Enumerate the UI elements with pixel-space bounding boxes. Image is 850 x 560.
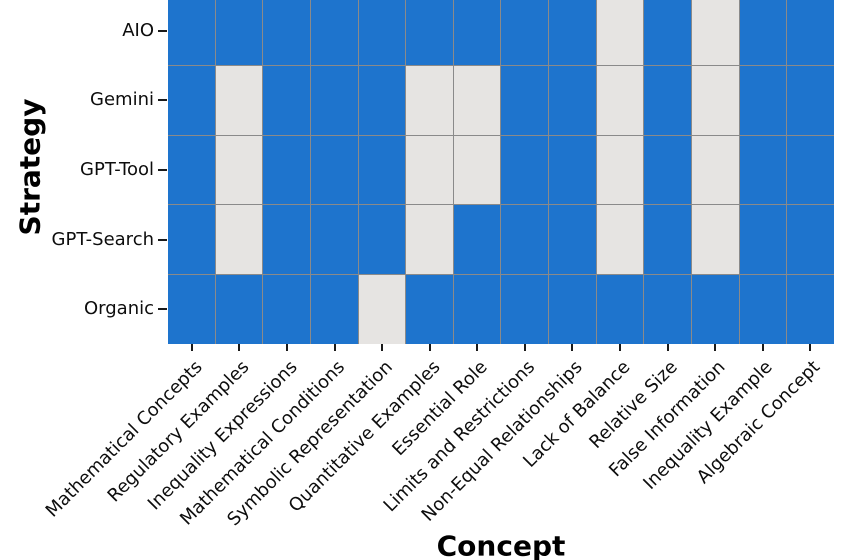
x-tick-mark <box>333 344 336 351</box>
heatmap-cell <box>596 135 644 205</box>
heatmap-cell <box>739 275 787 344</box>
x-tick-mark <box>571 344 574 351</box>
heatmap-cell <box>358 65 406 135</box>
x-tick-mark <box>381 344 384 351</box>
x-tick-mark <box>666 344 669 351</box>
heatmap-cell <box>358 205 406 275</box>
heatmap-cell <box>739 0 787 65</box>
x-tick-mark <box>618 344 621 351</box>
y-tick-mark <box>158 99 167 102</box>
heatmap-cell <box>406 275 453 344</box>
x-axis-title: Concept <box>436 529 566 560</box>
heatmap-cell <box>215 65 263 135</box>
heatmap-cell <box>168 0 215 65</box>
heatmap-cell <box>406 65 453 135</box>
y-tick-label: GPT-Search <box>51 228 154 250</box>
heatmap-cell <box>501 65 549 135</box>
heatmap-plot-area <box>168 0 834 344</box>
heatmap-cell <box>644 205 692 275</box>
heatmap-cell <box>310 0 358 65</box>
x-tick-mark <box>428 344 431 351</box>
heatmap-cell <box>787 0 834 65</box>
x-tick-mark <box>761 344 764 351</box>
heatmap-cell <box>406 205 453 275</box>
heatmap-cell <box>739 65 787 135</box>
heatmap-cell <box>215 275 263 344</box>
heatmap-cell <box>358 0 406 65</box>
heatmap-cell <box>501 205 549 275</box>
heatmap-cell <box>263 0 310 65</box>
heatmap-cell <box>310 135 358 205</box>
heatmap-cell <box>644 135 692 205</box>
heatmap-cell <box>168 65 215 135</box>
heatmap-cell <box>453 65 501 135</box>
x-tick-mark <box>190 344 193 351</box>
heatmap-cell <box>692 135 739 205</box>
heatmap-cell <box>168 205 215 275</box>
y-axis-title: Strategy <box>13 98 47 236</box>
heatmap-cell <box>787 275 834 344</box>
heatmap-cell <box>787 65 834 135</box>
heatmap-cell <box>453 275 501 344</box>
y-tick-label: Gemini <box>90 89 154 111</box>
heatmap-cell <box>739 135 787 205</box>
heatmap-cell <box>168 135 215 205</box>
heatmap-cell <box>168 275 215 344</box>
heatmap-cell <box>644 65 692 135</box>
x-tick-mark <box>809 344 812 351</box>
heatmap-cell <box>692 275 739 344</box>
heatmap-cell <box>549 0 596 65</box>
heatmap-cell <box>263 275 310 344</box>
heatmap-cell <box>596 0 644 65</box>
heatmap-cell <box>549 135 596 205</box>
heatmap-cell <box>549 275 596 344</box>
x-tick-mark <box>476 344 479 351</box>
x-tick-mark <box>523 344 526 351</box>
heatmap-cell <box>215 135 263 205</box>
heatmap-cell <box>406 0 453 65</box>
heatmap-cell <box>501 275 549 344</box>
y-tick-label: AIO <box>122 19 154 41</box>
heatmap-cell <box>501 135 549 205</box>
heatmap-cell <box>596 205 644 275</box>
heatmap-cell <box>358 135 406 205</box>
x-tick-mark <box>285 344 288 351</box>
heatmap-cell <box>644 0 692 65</box>
heatmap-cell <box>596 65 644 135</box>
heatmap-cell <box>310 275 358 344</box>
heatmap-cell <box>453 205 501 275</box>
heatmap-cell <box>787 205 834 275</box>
heatmap-cell <box>549 205 596 275</box>
heatmap-cell <box>453 0 501 65</box>
heatmap-cell <box>215 205 263 275</box>
heatmap-cell <box>215 0 263 65</box>
heatmap-cell <box>501 0 549 65</box>
x-tick-mark <box>238 344 241 351</box>
heatmap-cell <box>453 135 501 205</box>
heatmap-cell <box>263 65 310 135</box>
x-tick-mark <box>714 344 717 351</box>
y-tick-label: Organic <box>83 298 154 320</box>
heatmap-cell <box>358 275 406 344</box>
heatmap-cell <box>596 275 644 344</box>
y-tick-label: GPT-Tool <box>80 159 154 180</box>
y-tick-mark <box>158 308 167 311</box>
heatmap-cell <box>692 205 739 275</box>
heatmap-cell <box>310 65 358 135</box>
heatmap-cell <box>739 205 787 275</box>
heatmap-cell <box>263 135 310 205</box>
heatmap-cell <box>692 0 739 65</box>
heatmap-cell <box>787 135 834 205</box>
heatmap-cell <box>692 65 739 135</box>
heatmap-grid <box>168 0 834 344</box>
heatmap-cell <box>549 65 596 135</box>
heatmap-cell <box>644 275 692 344</box>
y-tick-mark <box>158 29 167 32</box>
heatmap-cell <box>406 135 453 205</box>
heatmap-cell <box>263 205 310 275</box>
heatmap-cell <box>310 205 358 275</box>
y-tick-mark <box>158 238 167 241</box>
y-tick-mark <box>158 169 167 171</box>
